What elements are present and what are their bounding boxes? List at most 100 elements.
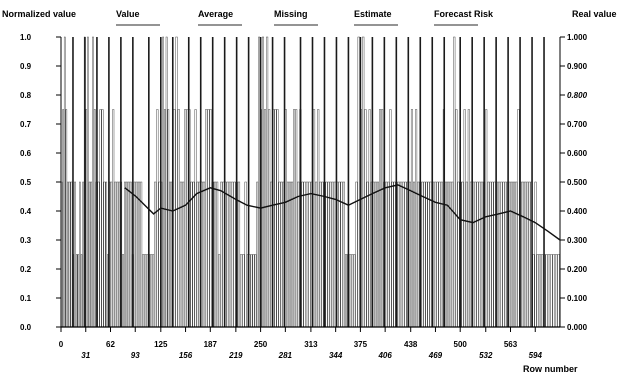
bar <box>65 109 68 328</box>
left-tick-label: 0.9 <box>20 62 32 71</box>
bar <box>325 181 328 328</box>
bar <box>517 109 520 328</box>
bar <box>534 181 537 328</box>
x-tick-label: 31 <box>81 351 90 360</box>
bar <box>209 109 212 328</box>
bar <box>374 181 377 328</box>
bar <box>319 181 322 328</box>
left-tick-label: 0.7 <box>20 120 32 129</box>
bar <box>146 254 149 328</box>
bar <box>228 181 232 328</box>
bar <box>550 254 553 328</box>
bar <box>417 181 420 328</box>
bar <box>92 36 94 328</box>
left-tick-label: 0.8 <box>20 91 32 100</box>
bar <box>137 181 141 328</box>
bar <box>220 181 223 328</box>
bar <box>474 181 477 328</box>
x-tick-label: 187 <box>204 340 218 349</box>
bar <box>357 36 360 328</box>
x-tick-label: 500 <box>454 340 468 349</box>
x-tick-label: 313 <box>304 340 318 349</box>
bar <box>258 36 261 328</box>
bar <box>303 181 306 328</box>
left-tick-label: 0.6 <box>20 149 32 158</box>
bar <box>476 181 479 328</box>
x-tick-label: 469 <box>428 351 443 360</box>
bar <box>116 181 119 328</box>
bar <box>70 181 73 328</box>
right-tick-label: 0.700 <box>567 120 588 129</box>
bar <box>538 254 542 328</box>
bar <box>179 181 183 328</box>
bar <box>434 181 437 328</box>
bar <box>142 254 145 328</box>
bar <box>216 181 219 328</box>
bar <box>154 181 157 328</box>
bar <box>97 181 100 328</box>
bar <box>85 109 88 328</box>
bar <box>455 109 458 328</box>
bar <box>381 109 384 328</box>
right-tick-label: 0.000 <box>567 323 588 332</box>
bar <box>349 254 352 328</box>
x-tick-label: 93 <box>131 351 140 360</box>
bar <box>252 254 255 328</box>
bar <box>510 181 513 328</box>
bar <box>463 109 466 328</box>
right-tick-label: 0.900 <box>567 62 588 71</box>
bar <box>536 254 539 328</box>
bar <box>177 109 180 328</box>
bar <box>379 109 382 328</box>
legend-label: Average <box>198 9 233 19</box>
bar <box>173 109 176 328</box>
x-axis-title: Row number <box>523 364 578 374</box>
bar <box>415 109 418 328</box>
bar <box>118 181 121 328</box>
bar <box>457 181 460 328</box>
bar <box>254 254 257 328</box>
bar <box>526 181 529 328</box>
right-tick-label: 0.200 <box>567 265 588 274</box>
bar <box>485 109 488 328</box>
bar <box>451 181 454 328</box>
bar <box>408 181 411 328</box>
bar <box>194 109 197 328</box>
bar <box>321 181 324 328</box>
bar <box>167 109 170 328</box>
bar <box>480 181 484 328</box>
bar <box>399 181 403 328</box>
bar <box>152 254 155 328</box>
bar <box>449 181 452 328</box>
bar <box>250 254 253 328</box>
bar <box>387 181 390 328</box>
bar <box>497 181 501 328</box>
bar <box>186 109 189 328</box>
bar <box>362 36 365 328</box>
bar <box>524 181 527 328</box>
right-tick-label: 1.000 <box>567 33 588 42</box>
bar <box>162 36 164 328</box>
x-tick-label: 532 <box>479 351 493 360</box>
bar <box>190 181 193 328</box>
bar <box>436 181 439 328</box>
bar <box>508 181 511 328</box>
bar <box>205 109 208 328</box>
left-tick-label: 0.1 <box>20 294 32 303</box>
bar <box>182 181 185 328</box>
bar <box>291 181 294 328</box>
bar <box>68 181 71 328</box>
bar <box>504 181 507 328</box>
bar <box>127 181 130 328</box>
bar <box>397 181 400 328</box>
x-tick-label: 156 <box>179 351 193 360</box>
x-tick-label: 594 <box>529 351 543 360</box>
bar <box>237 181 241 328</box>
bar <box>110 181 113 328</box>
x-tick-label: 219 <box>228 351 243 360</box>
bar <box>125 181 128 328</box>
right-tick-label: 0.800 <box>567 91 588 100</box>
bar <box>268 109 271 328</box>
bar <box>429 181 432 328</box>
